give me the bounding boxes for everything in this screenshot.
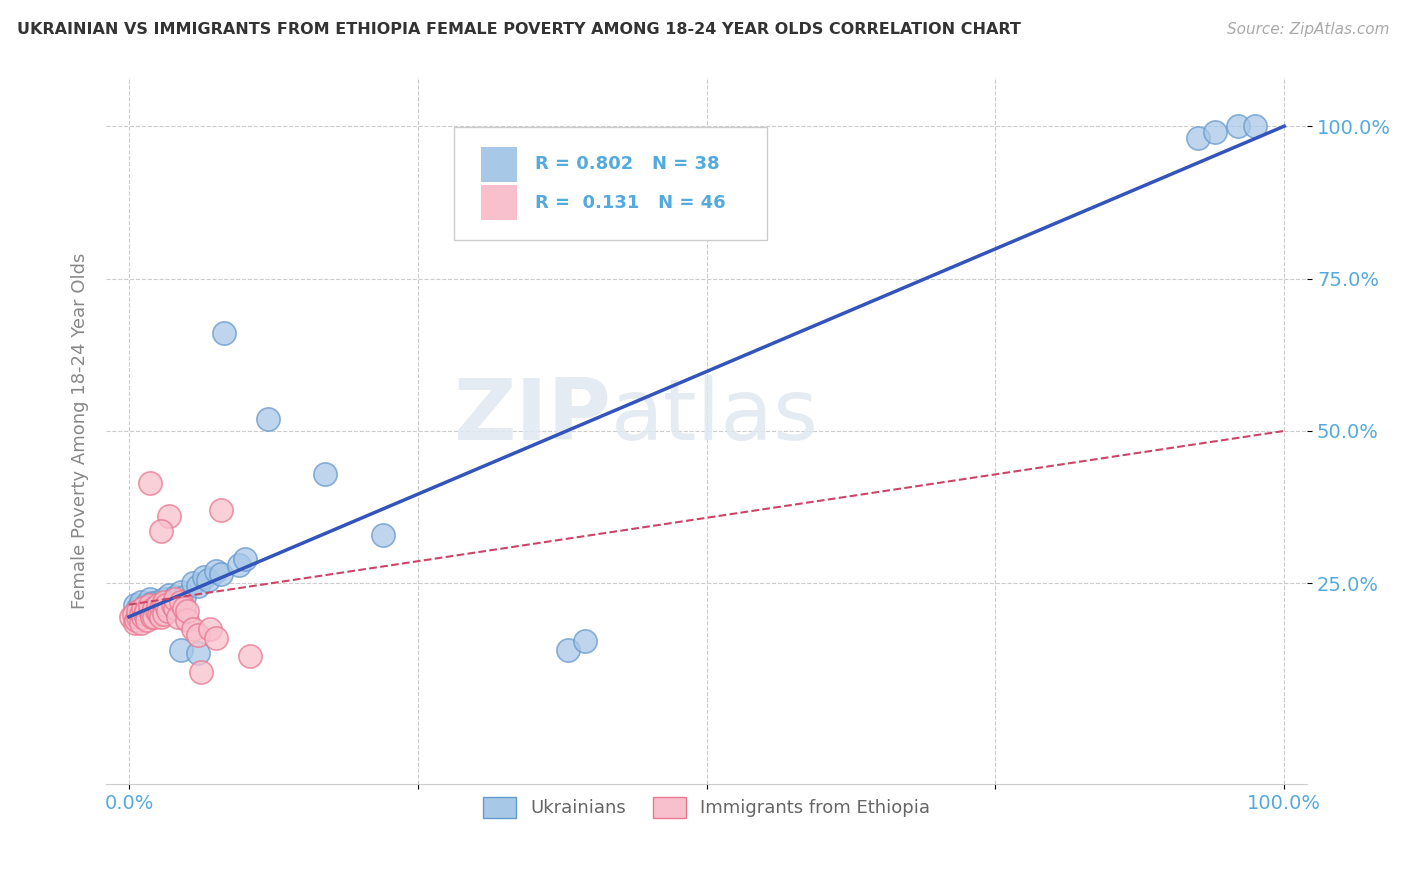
Point	[181, 576, 204, 591]
Point	[141, 610, 163, 624]
Point	[150, 598, 173, 612]
Point	[373, 527, 395, 541]
Text: atlas: atlas	[610, 376, 818, 458]
Point	[135, 598, 157, 612]
Text: ZIP: ZIP	[453, 376, 610, 458]
Point	[190, 665, 212, 679]
Point	[152, 591, 174, 606]
Point	[152, 594, 174, 608]
Point	[129, 594, 152, 608]
Point	[314, 467, 336, 481]
Point	[134, 607, 156, 621]
Point	[145, 604, 167, 618]
Point	[1244, 119, 1267, 133]
FancyBboxPatch shape	[481, 185, 517, 220]
Point	[135, 604, 157, 618]
Point	[129, 615, 152, 630]
Point	[132, 604, 155, 618]
Point	[187, 647, 209, 661]
Point	[139, 591, 162, 606]
Point	[1204, 125, 1226, 139]
Point	[212, 326, 235, 341]
Point	[187, 628, 209, 642]
Point	[157, 604, 180, 618]
FancyBboxPatch shape	[481, 146, 517, 182]
Point	[159, 589, 181, 603]
Point	[127, 604, 149, 618]
Point	[193, 570, 215, 584]
Point	[170, 594, 193, 608]
FancyBboxPatch shape	[454, 127, 766, 240]
Point	[139, 604, 162, 618]
Point	[143, 600, 166, 615]
Point	[176, 604, 198, 618]
Point	[557, 643, 579, 657]
Point	[150, 610, 173, 624]
Point	[148, 607, 170, 621]
Point	[120, 610, 142, 624]
Point	[165, 600, 187, 615]
Point	[141, 596, 163, 610]
Point	[125, 613, 148, 627]
Point	[198, 622, 221, 636]
Point	[136, 613, 159, 627]
Point	[129, 607, 152, 621]
Point	[155, 598, 177, 612]
Point	[139, 475, 162, 490]
Point	[141, 607, 163, 621]
Point	[127, 600, 149, 615]
Point	[150, 600, 173, 615]
Point	[152, 607, 174, 621]
Point	[1226, 119, 1249, 133]
Y-axis label: Female Poverty Among 18-24 Year Olds: Female Poverty Among 18-24 Year Olds	[72, 252, 89, 609]
Point	[132, 610, 155, 624]
Point	[139, 598, 162, 612]
Point	[187, 579, 209, 593]
Point	[146, 598, 169, 612]
Point	[173, 600, 195, 615]
Point	[197, 574, 219, 588]
Text: R =  0.131   N = 46: R = 0.131 N = 46	[534, 194, 725, 211]
Point	[165, 591, 187, 606]
Point	[209, 503, 232, 517]
Point	[170, 643, 193, 657]
Point	[143, 600, 166, 615]
Point	[165, 590, 187, 604]
Point	[1187, 131, 1209, 145]
Point	[176, 613, 198, 627]
Point	[166, 610, 188, 624]
Point	[162, 593, 184, 607]
Text: UKRAINIAN VS IMMIGRANTS FROM ETHIOPIA FEMALE POVERTY AMONG 18-24 YEAR OLDS CORRE: UKRAINIAN VS IMMIGRANTS FROM ETHIOPIA FE…	[17, 22, 1021, 37]
Point	[159, 509, 181, 524]
Legend: Ukrainians, Immigrants from Ethiopia: Ukrainians, Immigrants from Ethiopia	[477, 789, 938, 825]
Text: R = 0.802   N = 38: R = 0.802 N = 38	[534, 155, 720, 173]
Point	[162, 598, 184, 612]
Point	[143, 610, 166, 624]
Point	[124, 615, 146, 630]
Point	[155, 596, 177, 610]
Point	[204, 564, 226, 578]
Point	[173, 590, 195, 604]
Point	[256, 411, 278, 425]
Point	[150, 524, 173, 539]
Point	[170, 585, 193, 599]
Point	[146, 594, 169, 608]
Point	[124, 598, 146, 612]
Point	[204, 631, 226, 645]
Point	[132, 600, 155, 615]
Point	[233, 552, 256, 566]
Point	[122, 607, 145, 621]
Point	[181, 622, 204, 636]
Point	[228, 558, 250, 572]
Point	[127, 610, 149, 624]
Point	[166, 598, 188, 612]
Text: Source: ZipAtlas.com: Source: ZipAtlas.com	[1226, 22, 1389, 37]
Point	[574, 634, 596, 648]
Point	[209, 567, 232, 582]
Point	[239, 649, 262, 664]
